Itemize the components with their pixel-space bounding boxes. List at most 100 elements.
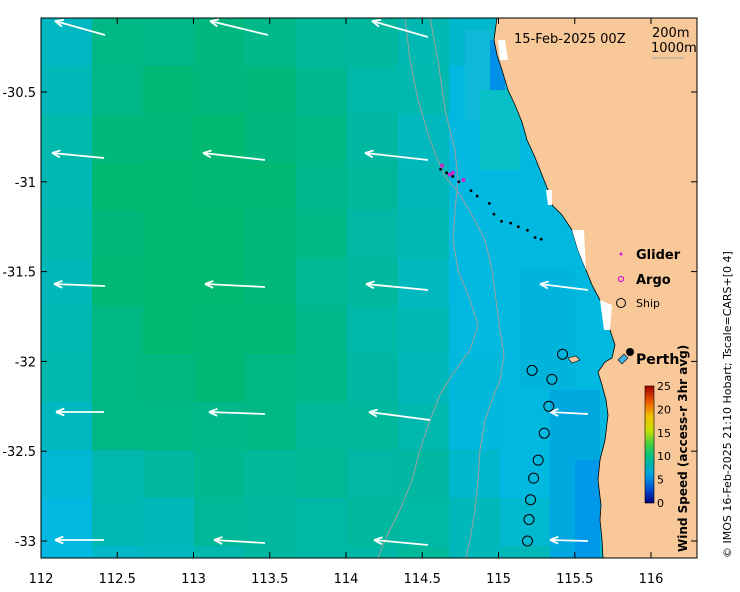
wind-cell — [194, 546, 246, 558]
wind-cell — [347, 18, 399, 67]
wind-cell — [194, 18, 246, 67]
wind-cell — [480, 90, 520, 170]
ship-legend-symbol — [616, 298, 626, 308]
x-tick-label: 115 — [486, 572, 511, 587]
argo-legend-label: Argo — [636, 273, 671, 288]
wind-cell — [449, 354, 501, 403]
y-tick-label: -33 — [15, 535, 36, 550]
wind-cell — [41, 258, 93, 307]
wind-arrow — [371, 19, 429, 38]
wind-cell — [398, 402, 450, 451]
wind-cell — [347, 210, 399, 259]
wind-cell — [347, 306, 399, 355]
y-tick-label: -32 — [15, 355, 36, 370]
colorbar-tick-label: 0 — [657, 497, 664, 510]
wind-cell — [143, 450, 195, 499]
depth-legend-1000m: 1000m — [651, 41, 697, 56]
colorbar — [644, 385, 655, 504]
wind-arrow — [213, 536, 266, 545]
glider-point — [487, 201, 491, 205]
perth-marker — [626, 348, 634, 356]
wind-arrow — [208, 407, 266, 417]
x-tick-label: 112 — [29, 572, 54, 587]
wind-arrow — [549, 535, 589, 545]
wind-cell — [449, 306, 501, 355]
wind-arrow — [51, 149, 105, 159]
x-tick-label: 114 — [334, 572, 359, 587]
wind-cell — [92, 306, 144, 355]
colorbar-tick-label: 20 — [657, 403, 671, 416]
wind-arrow — [373, 536, 429, 546]
wind-arrows — [51, 18, 589, 546]
colorbar-tick-label: 25 — [657, 380, 671, 393]
wind-cell — [245, 450, 297, 499]
wind-cell — [41, 354, 93, 403]
glider-legend-symbol — [619, 252, 623, 256]
wind-cell — [296, 210, 348, 259]
glider-point — [500, 219, 503, 223]
wind-cell — [398, 546, 450, 558]
wind-cell — [245, 18, 297, 67]
wind-cell — [41, 402, 93, 451]
colorbar-tick-label: 5 — [657, 474, 664, 487]
plot-frame — [40, 17, 698, 559]
wind-cell — [194, 498, 246, 547]
wind-cell — [296, 498, 348, 547]
wind-cell — [575, 460, 600, 558]
wind-cell — [347, 498, 399, 547]
x-tick-label: 114.5 — [404, 572, 441, 587]
wind-cell — [92, 18, 144, 67]
glider-point — [509, 221, 513, 225]
wind-cell — [41, 210, 93, 259]
ship-legend-label: Ship — [636, 297, 660, 310]
wind-cell — [143, 258, 195, 307]
wind-arrow — [365, 280, 429, 291]
ship-point — [526, 364, 538, 376]
wind-cell — [41, 450, 93, 499]
wind-arrow — [364, 149, 429, 161]
perth-label: Perth — [636, 352, 679, 368]
wind-cell — [245, 306, 297, 355]
x-tick-label: 115.5 — [556, 572, 593, 587]
wind-cell — [92, 450, 144, 499]
wind-cell — [449, 402, 501, 451]
wind-arrow — [209, 18, 269, 36]
wind-arrow — [54, 535, 104, 545]
glider-point — [492, 212, 496, 216]
wind-cell — [143, 210, 195, 259]
wind-cell — [500, 450, 552, 499]
y-tick-label: -30.5 — [2, 86, 36, 101]
wind-cell — [398, 306, 450, 355]
wind-cell — [245, 354, 297, 403]
island — [567, 355, 581, 364]
axis-ticks: 112 112.5 113 113.5 114 114.5 115 115.5 116 -30.5… — [2, 18, 697, 587]
ship-point — [557, 348, 569, 360]
wind-arrow — [204, 280, 266, 289]
colorbar-label: Wind Speed (access-r 3hr avg) — [676, 345, 690, 552]
argo-point — [450, 170, 455, 175]
wind-cell — [194, 162, 246, 211]
wind-cell — [398, 498, 450, 547]
colorbar-tick-label: 15 — [657, 427, 671, 440]
wind-cell — [245, 546, 297, 558]
wind-cell — [347, 114, 399, 163]
x-tick-label: 116 — [639, 572, 664, 587]
wind-cell — [296, 114, 348, 163]
date-label: 15-Feb-2025 00Z — [514, 32, 626, 47]
wind-cell — [92, 66, 144, 115]
wind-cell — [41, 546, 93, 558]
wind-cell — [296, 546, 348, 558]
wind-cell — [92, 354, 144, 403]
wind-cell — [143, 114, 195, 163]
ship-point — [532, 454, 544, 466]
wind-cell — [245, 402, 297, 451]
wind-cell — [245, 66, 297, 115]
wind-cell — [500, 546, 552, 558]
wind-cell — [347, 162, 399, 211]
wind-cell — [347, 450, 399, 499]
wind-cell — [92, 546, 144, 558]
glider-point — [457, 180, 461, 184]
glider-point — [451, 175, 455, 178]
x-tick-label: 112.5 — [99, 572, 136, 587]
colorbar-ticks: 0 5 10 15 20 25 — [657, 380, 671, 510]
